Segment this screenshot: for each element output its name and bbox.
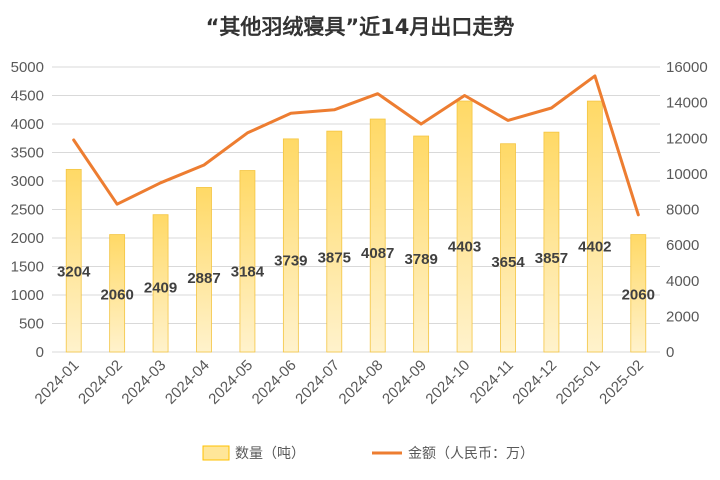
bar-data-label: 3204 (57, 263, 91, 280)
right-axis-tick-label: 8000 (666, 202, 699, 219)
bar-data-label: 2060 (100, 287, 133, 304)
bar (369, 118, 386, 353)
bar-data-label: 3857 (535, 250, 568, 267)
left-axis-tick-label: 2000 (11, 230, 44, 247)
right-axis-tick-label: 4000 (666, 273, 699, 290)
right-axis-tick-label: 10000 (666, 166, 708, 183)
right-axis-tick-label: 12000 (666, 130, 708, 147)
bar (586, 100, 603, 353)
bar-series (65, 100, 647, 353)
left-axis-tick-label: 3000 (11, 173, 44, 190)
right-axis-tick-label: 16000 (666, 59, 708, 76)
bar (196, 187, 212, 353)
legend: 数量（吨） 金额（人民币：万） (202, 445, 534, 462)
bar (152, 214, 169, 353)
bar-data-label: 3739 (274, 252, 307, 269)
bar (543, 131, 560, 353)
bar-data-label: 3654 (491, 254, 525, 271)
right-axis-tick-label: 0 (666, 344, 674, 361)
bar-data-label: 2060 (622, 287, 655, 304)
bar-data-label: 2409 (144, 280, 177, 297)
x-axis-tick-label: 2024-12 (509, 357, 560, 408)
x-axis-ticks: 2024-012024-022024-032024-042024-052024-… (32, 357, 648, 408)
chart-title: “其他羽绒寝具”近14月出口走势 (206, 15, 515, 39)
bar (456, 100, 473, 353)
data-labels: 3204 2060 2409 2887 3184 3739 3875 4087 3789 4403… (57, 239, 655, 304)
left-axis-tick-label: 0 (36, 344, 44, 361)
x-axis-tick-label: 2024-05 (205, 357, 256, 408)
bar-data-label: 4087 (361, 245, 394, 262)
grid-lines (52, 66, 660, 353)
x-axis-tick-label: 2024-03 (118, 357, 169, 408)
x-axis-tick-label: 2025-01 (553, 357, 604, 408)
right-axis-tick-label: 14000 (666, 95, 708, 112)
bar-data-label: 2887 (187, 270, 220, 287)
x-axis-tick-label: 2025-02 (596, 357, 647, 408)
bar (239, 170, 256, 353)
left-axis-tick-label: 500 (19, 316, 44, 333)
left-axis-tick-label: 3500 (11, 145, 44, 162)
bar-data-label: 3184 (231, 264, 265, 281)
legend-label-bar: 数量（吨） (235, 446, 305, 462)
bar (500, 143, 516, 353)
bar (326, 130, 343, 353)
bar (630, 234, 647, 353)
right-axis-tick-label: 6000 (666, 237, 699, 254)
bar-data-label: 4403 (448, 239, 481, 256)
x-axis-tick-label: 2024-08 (336, 357, 387, 408)
x-axis-tick-label: 2024-09 (379, 357, 430, 408)
x-axis-tick-label: 2024-01 (32, 357, 83, 408)
left-axis-tick-label: 4500 (11, 88, 44, 105)
x-axis-tick-label: 2024-02 (75, 357, 126, 408)
x-axis-tick-label: 2024-10 (422, 357, 473, 408)
left-axis-tick-label: 5000 (11, 59, 44, 76)
bar (109, 234, 126, 353)
x-axis-tick-label: 2024-04 (162, 357, 213, 408)
right-axis-tick-label: 2000 (666, 308, 699, 325)
right-axis-ticks: 0 2000 4000 6000 8000 10000 12000 14000 16000 (666, 59, 708, 361)
left-axis-tick-label: 2500 (11, 202, 44, 219)
bar (413, 135, 430, 353)
bar-data-label: 3789 (404, 251, 437, 268)
line-series (72, 74, 640, 217)
x-axis-tick-label: 2024-07 (292, 357, 343, 408)
bar-data-label: 4402 (578, 239, 611, 256)
x-axis-tick-label: 2024-11 (467, 357, 517, 407)
bar (282, 138, 299, 353)
legend-swatch-bar (202, 445, 230, 461)
left-axis-tick-label: 1500 (11, 259, 44, 276)
left-axis-tick-label: 1000 (11, 287, 44, 304)
legend-label-line: 金额（人民币：万） (408, 446, 534, 462)
left-axis-tick-label: 4000 (11, 116, 44, 133)
bar (65, 168, 82, 353)
left-axis-ticks: 0 500 1000 1500 2000 2500 3000 3500 4000 4500 5000 (11, 59, 44, 361)
bar-data-label: 3875 (318, 249, 351, 266)
x-axis-tick-label: 2024-06 (249, 357, 300, 408)
amount-line (72, 74, 640, 217)
